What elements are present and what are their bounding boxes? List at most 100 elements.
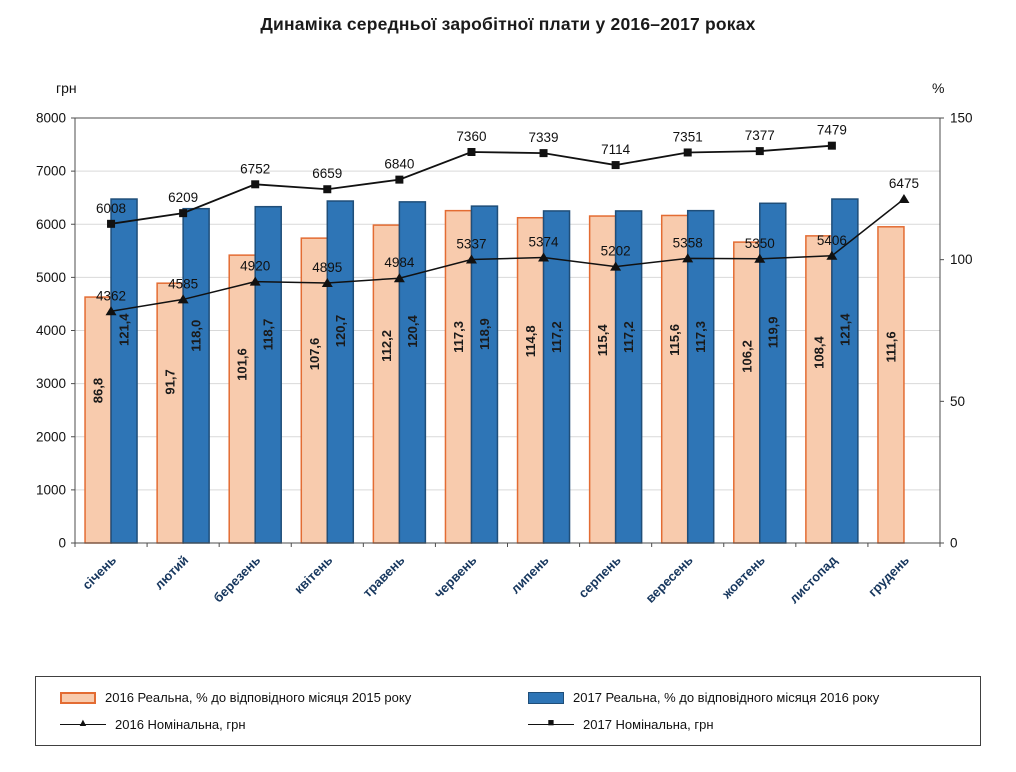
- line-value-label: 4920: [240, 259, 270, 274]
- line-value-label: 5374: [529, 235, 560, 250]
- bar-value-label: 117,2: [621, 321, 636, 353]
- line-value-label: 6008: [96, 201, 126, 216]
- square-marker: [755, 147, 764, 156]
- legend-line: [528, 724, 574, 725]
- left-tick-label: 3000: [36, 376, 66, 391]
- legend-item-real-2016: 2016 Реальна, % до відповідного місяця 2…: [60, 690, 528, 705]
- bar-value-label: 121,4: [837, 313, 852, 346]
- triangle-marker: [826, 250, 838, 260]
- square-marker-icon: ■: [547, 717, 555, 730]
- bar-value-label: 120,7: [333, 315, 348, 348]
- x-axis-label-листопад: листопад: [786, 552, 840, 606]
- triangle-line-swatch-icon: ▲: [60, 716, 106, 732]
- line-value-label: 7339: [529, 130, 559, 145]
- legend-label-nominal-2017: 2017 Номінальна, грн: [583, 716, 714, 732]
- bar-value-label: 114,8: [523, 325, 538, 357]
- left-tick-label: 7000: [36, 164, 66, 179]
- square-marker: [683, 148, 692, 157]
- right-tick-label: 0: [950, 536, 958, 551]
- legend-label-real-2016: 2016 Реальна, % до відповідного місяця 2…: [105, 690, 412, 705]
- bar-real-2017-січень: [110, 198, 138, 544]
- bar-real-2017-жовтень: [759, 202, 787, 544]
- line-value-label: 4585: [168, 276, 198, 291]
- legend-label-nominal-2016: 2016 Номінальна, грн: [115, 716, 246, 732]
- bar-real-2017-квітень: [326, 200, 355, 544]
- legend-item-nominal-2016: ▲ 2016 Номінальна, грн: [60, 716, 528, 732]
- line-value-label: 7479: [817, 123, 847, 138]
- x-axis-label-лютий: лютий: [151, 553, 191, 593]
- line-value-label: 7360: [456, 129, 486, 144]
- square-marker: [107, 219, 116, 228]
- bar-value-label: 121,4: [117, 313, 132, 346]
- x-axis-label-грудень: грудень: [865, 553, 912, 600]
- square-marker: [467, 148, 476, 156]
- line-value-label: 7351: [673, 129, 703, 144]
- left-tick-label: 8000: [36, 111, 66, 126]
- line-value-label: 6752: [240, 161, 270, 176]
- line-value-label: 4895: [312, 260, 342, 275]
- line-value-label: 4984: [384, 255, 415, 270]
- left-axis-unit-label: грн: [56, 80, 77, 96]
- line-value-label: 5202: [601, 244, 631, 259]
- bar-value-label: 111,6: [883, 331, 898, 362]
- x-axis-label-січень: січень: [79, 553, 119, 593]
- square-marker: [251, 180, 260, 189]
- bar-value-label: 115,4: [595, 324, 610, 357]
- bar-value-label: 112,2: [379, 330, 394, 362]
- square-marker: [611, 161, 620, 170]
- bar-real-2017-листопад: [831, 198, 859, 544]
- bar-real-2017-червень: [470, 205, 499, 544]
- triangle-marker: [610, 261, 622, 271]
- legend: 2016 Реальна, % до відповідного місяця 2…: [35, 676, 981, 746]
- line-value-label: 4362: [96, 288, 126, 303]
- triangle-marker: [177, 294, 189, 304]
- bar-real-2017-березень: [254, 205, 282, 544]
- right-tick-label: 150: [950, 111, 973, 126]
- bar-value-label: 91,7: [163, 369, 178, 394]
- triangle-marker: [105, 306, 117, 316]
- line-value-label: 7114: [601, 142, 631, 157]
- bar-real-2016-листопад: [805, 235, 833, 544]
- right-axis-unit-label: %: [932, 80, 945, 96]
- square-line-swatch-icon: ■: [528, 716, 574, 732]
- left-tick-label: 0: [58, 536, 66, 551]
- bar-real-2016-вересень: [660, 214, 689, 544]
- line-value-label: 5337: [456, 236, 486, 251]
- right-tick-label: 100: [950, 252, 973, 267]
- square-marker: [395, 175, 404, 184]
- line-value-label: 6209: [168, 190, 198, 205]
- x-axis-label-травень: травень: [360, 553, 408, 601]
- legend-label-real-2017: 2017 Реальна, % до відповідного місяця 2…: [573, 690, 880, 705]
- left-tick-label: 1000: [36, 482, 66, 497]
- line-value-label: 5406: [817, 233, 847, 248]
- triangle-marker: [754, 253, 766, 263]
- square-marker: [539, 149, 548, 158]
- square-marker: [827, 141, 836, 150]
- left-tick-label: 6000: [36, 217, 66, 232]
- bar-value-label: 101,6: [235, 348, 250, 381]
- bar-real-2016-грудень: [877, 226, 905, 544]
- x-axis-label-липень: липень: [508, 553, 552, 597]
- triangle-marker: [682, 253, 694, 263]
- bar-real-2016-лютий: [156, 282, 184, 544]
- left-tick-label: 2000: [36, 429, 66, 444]
- bar-value-label: 107,6: [307, 338, 322, 371]
- x-axis-label-квітень: квітень: [291, 553, 335, 597]
- line-value-label: 5358: [673, 235, 703, 250]
- bar-real-2016-березень: [228, 254, 256, 544]
- bar-real-2016-квітень: [300, 237, 329, 544]
- bar-value-label: 117,3: [451, 321, 466, 353]
- triangle-marker: [465, 254, 477, 264]
- bar-value-label: 115,6: [667, 324, 682, 356]
- left-tick-label: 5000: [36, 270, 66, 285]
- x-axis-label-березень: березень: [210, 553, 263, 606]
- bar-value-label: 106,2: [739, 340, 754, 373]
- triangle-marker: [393, 273, 405, 283]
- line-nominal-2016: [110, 198, 905, 313]
- orange-bar-swatch-icon: [60, 691, 96, 704]
- bar-real-2016-липень: [516, 216, 545, 544]
- bar-real-2016-січень: [84, 296, 112, 544]
- bar-value-label: 118,7: [261, 319, 276, 351]
